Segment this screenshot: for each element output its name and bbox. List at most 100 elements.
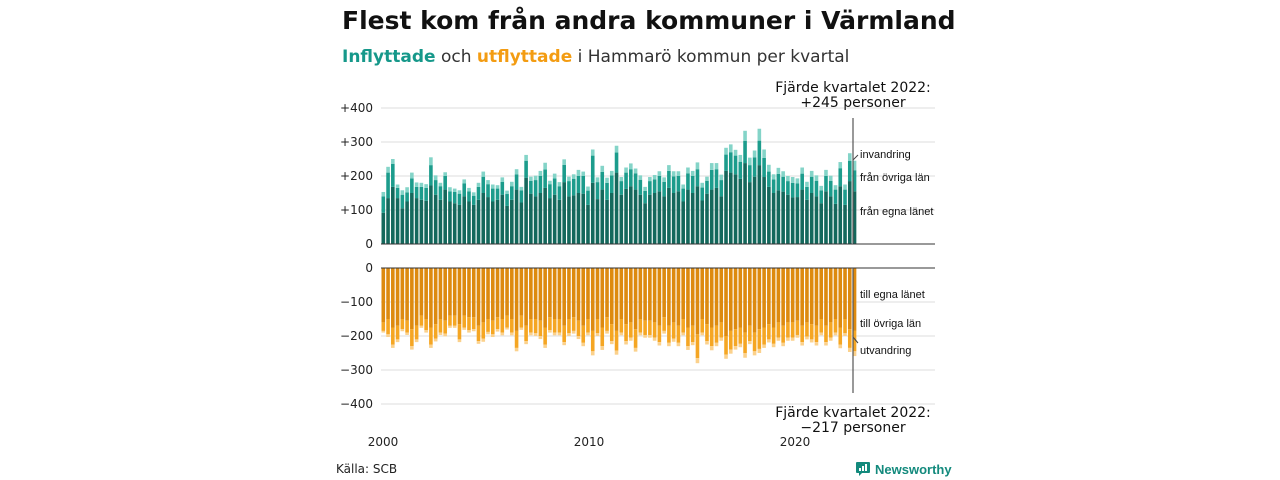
outflow-bar-segment [800,325,804,343]
outflow-bar-segment [538,336,543,340]
inflow-bar-segment [843,204,847,244]
outflow-bar-segment [381,268,386,323]
inflow-bar-segment [481,171,486,177]
inflow-bar-segment [824,169,828,176]
inflow-bar-segment [705,180,709,194]
inflow-bar-segment [562,164,566,183]
inflow-bar-segment [714,163,719,170]
outflow-bar-segment [391,327,395,345]
outflow-bar-segment [843,319,847,334]
inflow-bar-segment [619,194,624,244]
outflow-bar-segment [609,324,614,342]
inflow-bar-segment [671,193,676,244]
inflow-bar-segment [395,198,400,244]
inflow-bar-segment [500,194,505,244]
outflow-bar-segment [595,268,600,319]
outflow-bar-segment [619,268,624,319]
outflow-bar-segment [500,332,505,336]
inflow-bar-segment [819,190,824,204]
outflow-bars [381,268,857,364]
outflow-bar-segment [805,268,809,323]
outflow-bar-segment [771,343,776,348]
outflow-bar-segment [410,268,414,330]
y-tick-bottom: −100 [340,295,373,309]
outflow-bar-segment [648,268,652,321]
inflow-bar-segment [719,180,724,197]
outflow-bar-segment [828,322,833,338]
outflow-bar-segment [814,268,819,326]
outflow-bar-segment [657,342,662,346]
inflow-bar-segment [552,178,557,195]
outflow-bar-segment [824,268,828,326]
inflow-bar-segment [529,180,533,194]
outflow-bar-segment [452,315,457,326]
outflow-bar-segment [629,322,633,338]
newsworthy-icon [856,462,870,476]
outflow-bar-segment [424,268,428,319]
outflow-bar-segment [433,338,438,342]
outflow-bar-segment [833,319,838,333]
outflow-bar-segment [571,330,576,334]
outflow-bar-segment [771,268,776,328]
outflow-bar-segment [529,319,533,333]
inflow-bar-segment [662,177,666,182]
outflow-bar-segment [700,319,705,333]
outflow-bar-segment [700,332,705,336]
inflow-bar-segment [419,182,424,187]
outflow-bar-segment [624,341,628,345]
inflow-bar-segment [786,194,790,244]
inflow-bar-segment [676,171,681,176]
outflow-bar-segment [424,330,428,333]
outflow-bar-segment [576,268,581,321]
inflow-bar-segment [690,193,695,244]
inflow-bar-segment [581,176,586,194]
outflow-bar-segment [514,347,519,352]
outflow-bar-segment [414,339,419,343]
leader-utvandring [852,336,859,344]
inflow-bar-segment [424,184,428,188]
outflow-bar-segment [762,327,766,345]
inflow-bar-segment [433,194,438,244]
outflow-bar-segment [719,322,724,338]
inflow-bar-segment [771,174,776,180]
inflow-bar-segment [429,185,433,244]
outflow-bar-segment [838,327,843,345]
inflow-bar-segment [843,184,847,190]
outflow-bar-segment [809,339,814,343]
outflow-bar-segment [652,322,657,338]
inflow-bar-segment [548,180,552,185]
inflow-bar-segment [819,203,824,244]
outflow-bar-segment [800,342,804,346]
inflow-bar-segment [838,186,843,244]
outflow-bar-segment [500,319,505,333]
inflow-bar-segment [581,171,586,176]
outflow-bar-segment [557,268,562,319]
y-tick-top: +400 [340,101,373,115]
outflow-bar-segment [743,332,747,353]
inflow-bar-segment [809,193,814,244]
outflow-bar-segment [757,268,762,330]
outflow-bar-segment [386,319,390,335]
inflow-bar-segment [733,155,738,175]
outflow-bar-segment [748,268,752,326]
outflow-bar-segment [510,332,514,336]
inflow-bar-segment [557,199,562,244]
outflow-bar-segment [657,268,662,326]
outflow-bar-segment [581,325,586,343]
inflow-bar-segment [395,184,400,188]
outflow-bar-segment [781,342,785,347]
inflow-bar-segment [676,191,681,244]
inflow-bar-segment [786,181,790,195]
inflow-bar-segment [852,170,857,192]
annotation-top-line2: +245 personer [800,95,906,111]
outflow-bar-segment [395,268,400,326]
newsworthy-logo[interactable]: Newsworthy [855,461,952,477]
inflow-bar-segment [609,170,614,176]
inflow-bar-segment [557,182,562,187]
inflow-bar-segment [814,196,819,244]
inflow-bar-segment [809,176,814,193]
outflow-bar-segment [852,351,857,357]
outflow-bar-segment [600,268,605,328]
inflow-bar-segment [638,179,643,195]
inflow-bar-segment [576,169,581,176]
